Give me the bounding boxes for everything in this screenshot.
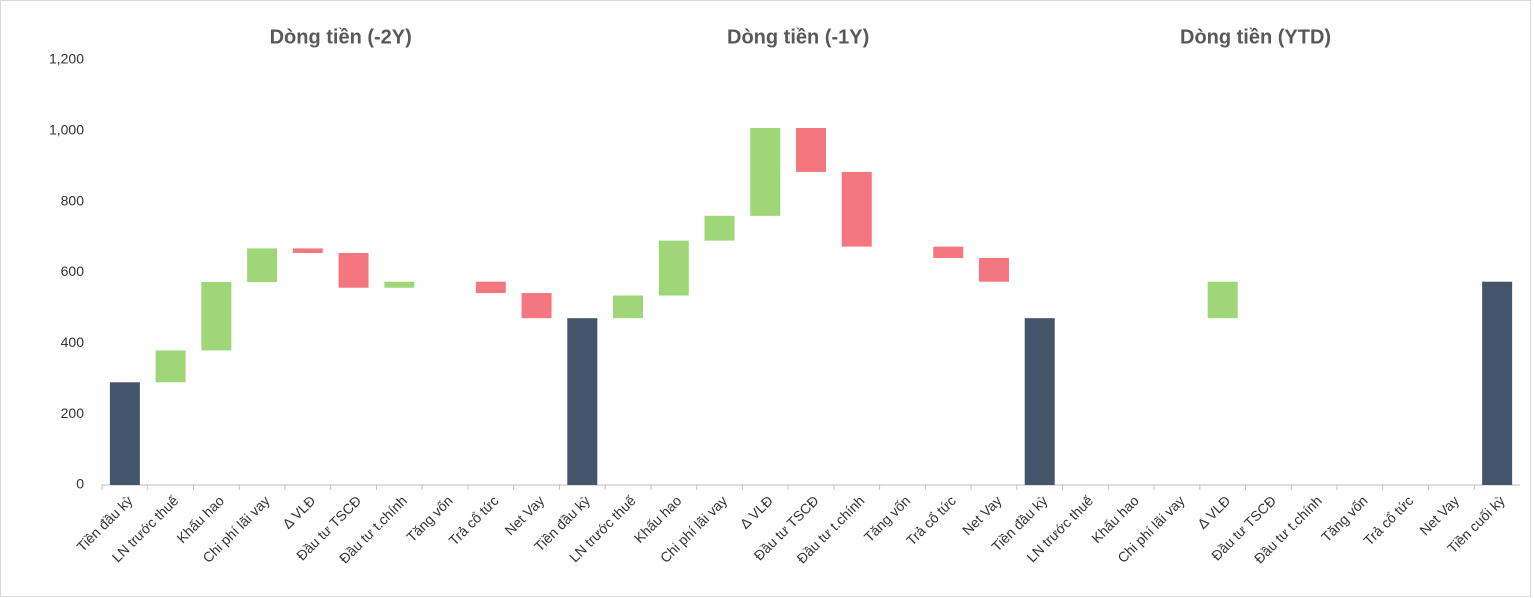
- bar: [475, 281, 506, 294]
- bar: [155, 350, 186, 383]
- bar: [613, 295, 644, 319]
- panel-title: Dòng tiền (YTD): [1180, 26, 1331, 48]
- bar: [796, 128, 826, 172]
- bar: [567, 318, 598, 485]
- bar: [750, 128, 781, 216]
- bar: [201, 282, 232, 351]
- bar: [658, 240, 689, 296]
- bar: [247, 248, 278, 283]
- bar: [978, 257, 1009, 282]
- bar: [384, 281, 415, 288]
- bar: [1024, 318, 1055, 485]
- bar: [521, 293, 552, 319]
- panel-title: Dòng tiền (-1Y): [727, 26, 869, 48]
- y-tick-label: 600: [61, 263, 85, 279]
- y-tick-label: 1,000: [49, 122, 84, 138]
- y-tick-label: 1,200: [49, 51, 84, 67]
- panel-title: Dòng tiền (-2Y): [270, 26, 412, 48]
- y-tick-label: 400: [61, 334, 85, 350]
- bar: [109, 382, 140, 485]
- bar: [704, 215, 735, 241]
- y-tick-label: 200: [61, 405, 85, 421]
- bar: [292, 248, 323, 254]
- bar: [1207, 281, 1238, 319]
- y-tick-label: 800: [61, 192, 85, 208]
- bar: [338, 253, 369, 288]
- y-tick-label: 0: [76, 476, 84, 492]
- bar: [1482, 281, 1513, 485]
- bar: [933, 246, 964, 258]
- bar: [841, 171, 872, 247]
